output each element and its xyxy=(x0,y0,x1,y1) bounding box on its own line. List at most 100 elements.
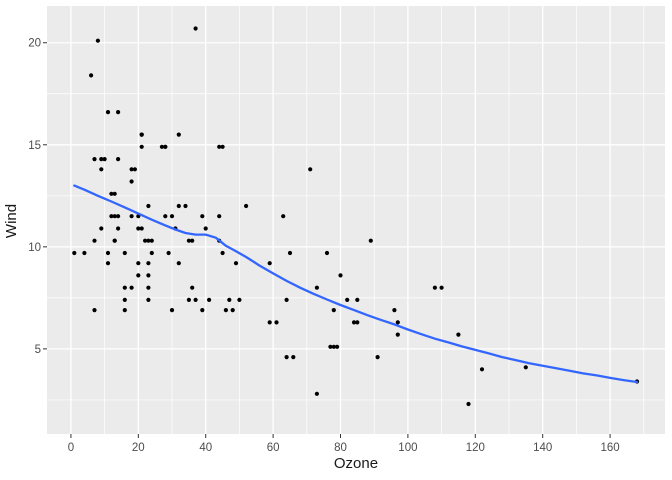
data-point xyxy=(102,157,107,162)
data-point xyxy=(166,250,171,256)
data-point xyxy=(439,285,444,290)
data-point xyxy=(466,401,471,407)
data-point xyxy=(99,226,104,231)
data-point xyxy=(109,214,114,219)
data-point xyxy=(193,297,198,302)
data-point xyxy=(314,391,319,396)
data-point xyxy=(89,73,94,78)
data-point xyxy=(176,132,181,137)
data-point xyxy=(139,144,144,149)
data-point xyxy=(220,144,225,149)
data-point xyxy=(314,285,319,290)
data-point xyxy=(112,238,117,243)
data-point xyxy=(136,226,141,231)
data-point xyxy=(92,238,97,243)
data-point xyxy=(207,297,212,302)
x-tick-label: 140 xyxy=(533,442,552,454)
data-point xyxy=(122,308,127,313)
data-point xyxy=(132,167,137,172)
data-point xyxy=(291,355,296,360)
data-point xyxy=(523,365,528,370)
data-point xyxy=(146,203,151,209)
data-point xyxy=(146,238,151,243)
data-point xyxy=(95,38,100,43)
x-tick-label: 100 xyxy=(398,442,417,454)
y-axis-title: Wind xyxy=(3,204,20,238)
data-point xyxy=(267,320,272,325)
x-tick-label: 160 xyxy=(600,442,619,454)
data-point xyxy=(230,308,235,313)
data-point xyxy=(105,110,111,115)
plot-panel xyxy=(47,6,665,434)
data-point xyxy=(287,250,293,256)
data-point xyxy=(143,238,148,243)
smooth-line xyxy=(73,184,639,384)
data-point xyxy=(129,167,134,172)
data-point xyxy=(99,167,104,172)
data-point xyxy=(129,179,134,184)
y-tick-label: 15 xyxy=(28,140,41,152)
data-point xyxy=(217,144,222,149)
data-point xyxy=(345,297,350,302)
x-tick-label: 120 xyxy=(466,442,485,454)
data-point xyxy=(129,285,134,290)
data-point xyxy=(186,238,191,243)
data-point xyxy=(176,203,181,209)
data-point xyxy=(149,238,154,243)
data-point xyxy=(109,191,114,196)
data-point xyxy=(200,308,205,313)
data-point xyxy=(183,203,188,209)
data-point xyxy=(355,297,360,302)
data-point xyxy=(72,250,77,256)
x-tick-label: 20 xyxy=(132,442,145,454)
data-point xyxy=(112,191,117,196)
data-point xyxy=(308,167,313,172)
data-point xyxy=(163,144,168,149)
data-point xyxy=(122,250,127,256)
data-point xyxy=(392,308,397,313)
data-point xyxy=(227,297,232,302)
data-point xyxy=(331,344,336,349)
data-point xyxy=(284,355,289,360)
data-point xyxy=(479,367,485,372)
data-point xyxy=(233,261,239,266)
x-tick-label: 80 xyxy=(334,442,347,454)
data-point xyxy=(105,261,111,266)
data-point xyxy=(136,273,141,278)
data-point xyxy=(116,226,121,231)
data-point xyxy=(190,285,195,290)
data-point xyxy=(375,355,380,360)
data-point xyxy=(122,297,127,302)
y-tick-label: 5 xyxy=(35,344,41,356)
data-point xyxy=(146,261,151,266)
data-point xyxy=(267,261,272,266)
data-point xyxy=(395,332,400,337)
data-point xyxy=(324,250,330,256)
data-point xyxy=(190,238,195,243)
x-axis-title: Ozone xyxy=(334,455,378,472)
data-point xyxy=(82,250,87,256)
data-point xyxy=(395,320,400,325)
data-point xyxy=(159,144,164,149)
data-point xyxy=(122,285,127,290)
y-tick-label: 10 xyxy=(28,242,41,254)
data-point xyxy=(193,26,198,31)
data-point xyxy=(351,320,357,325)
x-tick-label: 60 xyxy=(267,442,280,454)
data-point xyxy=(176,261,181,266)
data-point xyxy=(186,297,191,302)
data-point xyxy=(169,214,175,219)
data-point xyxy=(217,214,222,219)
data-point xyxy=(163,214,168,219)
data-point xyxy=(432,285,437,290)
data-point xyxy=(456,332,461,337)
data-point xyxy=(146,273,151,278)
data-point xyxy=(139,132,144,137)
data-point xyxy=(105,250,111,256)
data-point xyxy=(244,203,249,209)
data-point xyxy=(338,273,343,278)
data-point xyxy=(328,344,333,349)
data-point xyxy=(284,297,289,302)
x-tick-label: 40 xyxy=(199,442,212,454)
